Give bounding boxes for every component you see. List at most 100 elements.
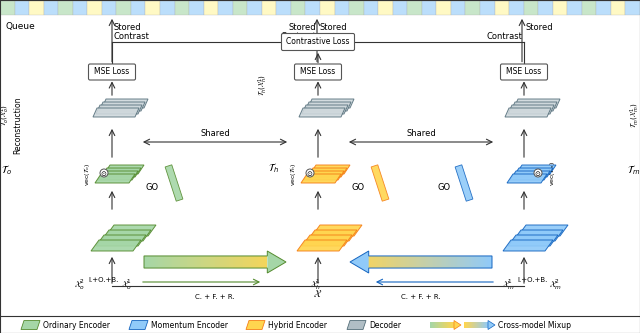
Bar — [415, 256, 417, 268]
Bar — [433, 322, 434, 328]
Bar — [437, 256, 439, 268]
Bar — [373, 256, 375, 268]
Polygon shape — [96, 105, 142, 114]
Bar — [218, 1, 233, 15]
Bar — [183, 256, 185, 268]
Bar — [389, 256, 391, 268]
Bar — [44, 1, 58, 15]
Bar — [171, 256, 172, 268]
Polygon shape — [101, 168, 141, 177]
Bar — [458, 256, 460, 268]
Bar — [245, 256, 247, 268]
Bar — [242, 256, 243, 268]
Bar — [396, 256, 398, 268]
Bar — [240, 256, 242, 268]
Bar — [375, 256, 376, 268]
Polygon shape — [101, 230, 151, 241]
Bar — [426, 256, 428, 268]
Bar — [188, 256, 190, 268]
Bar — [470, 256, 472, 268]
Bar — [320, 1, 335, 15]
Bar — [162, 256, 164, 268]
Circle shape — [100, 169, 108, 177]
Polygon shape — [301, 174, 341, 183]
Bar — [176, 256, 178, 268]
Polygon shape — [347, 320, 366, 329]
Bar — [224, 256, 226, 268]
Bar — [449, 322, 450, 328]
Text: Decoder: Decoder — [369, 320, 401, 329]
Bar — [371, 256, 373, 268]
Bar — [206, 256, 208, 268]
Text: Ordinary Encoder: Ordinary Encoder — [43, 320, 110, 329]
Polygon shape — [95, 174, 135, 183]
Bar — [468, 322, 469, 328]
Polygon shape — [21, 320, 40, 329]
Bar — [368, 256, 369, 268]
Bar — [481, 256, 483, 268]
Text: Momentum Encoder: Momentum Encoder — [151, 320, 228, 329]
Bar — [431, 256, 433, 268]
Bar — [483, 322, 484, 328]
Bar — [199, 256, 201, 268]
Bar — [215, 256, 217, 268]
Bar — [430, 322, 431, 328]
Circle shape — [306, 169, 314, 177]
Bar — [155, 256, 156, 268]
Bar — [187, 256, 188, 268]
Bar — [400, 256, 401, 268]
Bar — [481, 322, 482, 328]
Bar — [149, 256, 151, 268]
Bar — [265, 256, 266, 268]
Bar — [364, 1, 378, 15]
Polygon shape — [268, 251, 286, 273]
Text: $\mathcal{X}^1_h$: $\mathcal{X}^1_h$ — [310, 277, 322, 292]
Bar — [256, 256, 258, 268]
Text: $\mathcal{T}_m$: $\mathcal{T}_m$ — [627, 163, 640, 177]
Bar — [582, 1, 596, 15]
Bar — [179, 256, 181, 268]
Bar — [464, 322, 465, 328]
Bar — [447, 322, 448, 328]
Polygon shape — [350, 251, 369, 273]
Bar — [476, 322, 477, 328]
Bar — [445, 322, 446, 328]
Bar — [451, 1, 465, 15]
Polygon shape — [165, 165, 183, 201]
Bar — [73, 1, 87, 15]
Bar — [201, 256, 203, 268]
Bar — [382, 256, 384, 268]
Bar — [436, 1, 451, 15]
Bar — [460, 256, 462, 268]
Text: $\mathcal{T}_h(\mathcal{X}^1_h)$: $\mathcal{T}_h(\mathcal{X}^1_h)$ — [257, 74, 269, 96]
Bar — [208, 256, 210, 268]
Polygon shape — [307, 168, 347, 177]
Bar — [486, 256, 488, 268]
Bar — [220, 256, 222, 268]
Bar — [234, 256, 236, 268]
Polygon shape — [312, 225, 362, 236]
Polygon shape — [310, 165, 350, 174]
Text: $\mathcal{T}_o$: $\mathcal{T}_o$ — [1, 163, 12, 177]
Bar — [430, 256, 431, 268]
Bar — [495, 1, 509, 15]
Bar — [444, 322, 445, 328]
Bar — [238, 256, 240, 268]
Bar — [448, 322, 449, 328]
Bar — [456, 256, 458, 268]
Bar — [217, 256, 218, 268]
Text: $\odot$: $\odot$ — [307, 168, 314, 177]
Bar — [465, 256, 467, 268]
Bar — [490, 256, 492, 268]
Polygon shape — [299, 108, 345, 117]
Bar — [567, 1, 582, 15]
Polygon shape — [507, 174, 547, 183]
Bar — [435, 322, 436, 328]
Bar — [195, 256, 197, 268]
Bar — [194, 256, 195, 268]
Bar — [378, 256, 380, 268]
Text: C. + F. + R.: C. + F. + R. — [401, 294, 441, 300]
Bar — [380, 256, 382, 268]
Text: $\mathcal{T}_o(\mathcal{X}^1_o)$: $\mathcal{T}_o(\mathcal{X}^1_o)$ — [0, 104, 12, 126]
Bar — [451, 322, 452, 328]
